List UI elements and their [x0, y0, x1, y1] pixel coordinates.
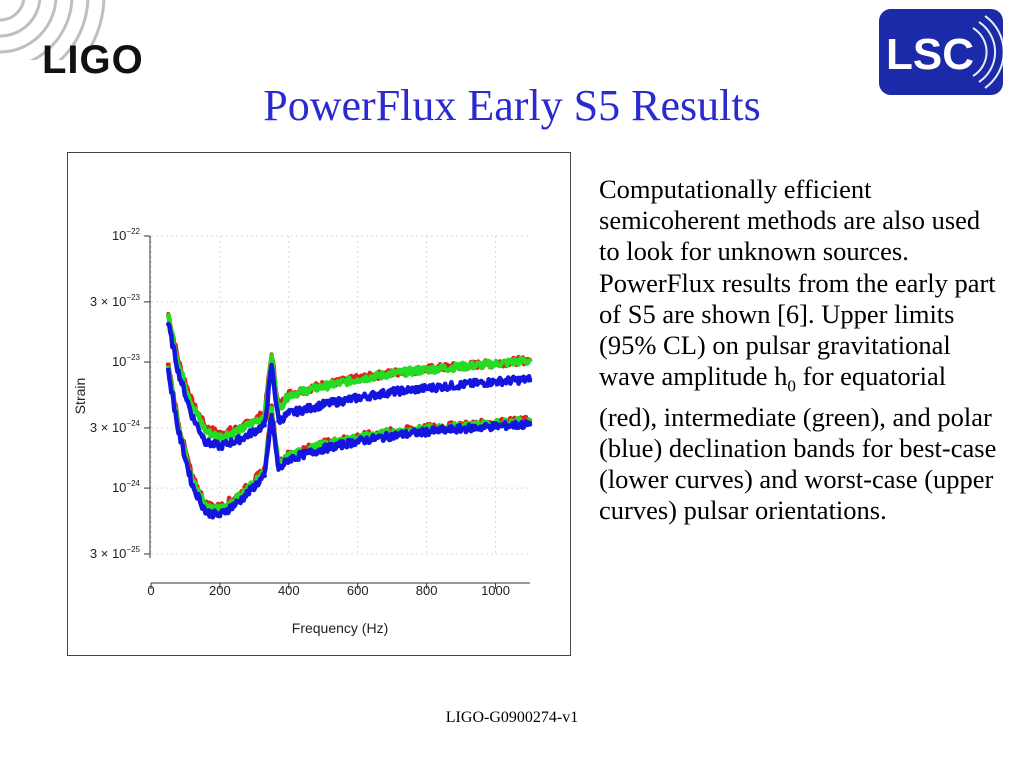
- data-point: [269, 408, 274, 414]
- data-point: [355, 395, 360, 401]
- data-point: [321, 446, 326, 451]
- data-point: [527, 358, 533, 363]
- data-point: [166, 368, 171, 374]
- series-worst-case-equatorial: [166, 311, 533, 439]
- data-point: [286, 392, 292, 397]
- y-tick-label: 3 × 10−23: [90, 293, 141, 309]
- data-point: [166, 321, 171, 327]
- data-point: [458, 426, 464, 432]
- ligo-logo-arcs: [0, 0, 106, 60]
- data-point: [321, 384, 326, 389]
- series-line: [166, 322, 533, 452]
- data-point: [176, 429, 181, 434]
- body-text-rest: for equatorial (red), intermediate (gree…: [599, 361, 997, 526]
- series-line: [166, 313, 532, 439]
- series-worst-case-polar: [166, 321, 533, 452]
- x-axis-label: Frequency (Hz): [292, 620, 388, 636]
- data-point: [458, 364, 464, 369]
- data-point: [217, 434, 223, 440]
- data-point: [269, 362, 274, 368]
- data-point: [190, 483, 195, 488]
- data-point: [262, 423, 267, 428]
- series-best-case-polar: [165, 367, 533, 520]
- body-paragraph: Computationally efficient semicoherent m…: [599, 174, 999, 527]
- y-tick-label: 10−22: [112, 227, 141, 243]
- h0-subscript: 0: [787, 376, 796, 396]
- data-point: [389, 389, 395, 395]
- y-tick-label: 3 × 10−24: [90, 419, 141, 435]
- data-point: [458, 382, 464, 387]
- data-point: [527, 377, 533, 382]
- slide-title: PowerFlux Early S5 Results: [263, 81, 761, 130]
- data-point: [276, 467, 281, 472]
- data-point: [238, 436, 243, 442]
- data-point: [493, 423, 498, 429]
- x-tick-label: 200: [209, 583, 231, 598]
- ligo-logo: LIGO: [42, 38, 144, 82]
- data-point: [493, 361, 498, 366]
- data-point: [355, 377, 360, 382]
- data-point: [203, 510, 209, 515]
- data-point: [269, 354, 274, 360]
- footer-doc-id: LIGO-G0900274-v1: [445, 709, 579, 726]
- x-tick-label: 1000: [481, 583, 510, 598]
- y-axis-label: Strain: [72, 378, 88, 415]
- data-point: [389, 371, 395, 376]
- data-point: [176, 370, 181, 376]
- data-point: [389, 433, 395, 438]
- data-point: [424, 429, 429, 434]
- y-tick-label: 3 × 10−25: [90, 545, 141, 561]
- x-tick-label: 600: [347, 583, 369, 598]
- data-point: [217, 443, 223, 449]
- figure-frame: 0 200 400 600 800 1000 10−22 3 × 10−23 10−23 3 × …: [67, 152, 571, 656]
- data-point: [286, 411, 292, 416]
- y-tick-label: 10−23: [112, 353, 141, 369]
- data-point: [424, 386, 429, 391]
- data-point: [190, 414, 195, 419]
- x-tick-label: 800: [416, 583, 438, 598]
- strain-chart: 0 200 400 600 800 1000 10−22 3 × 10−23 10−23 3 × …: [72, 227, 533, 636]
- data-point: [262, 473, 267, 479]
- series-line: [165, 367, 533, 520]
- data-point: [203, 429, 209, 434]
- lsc-logo: LSC: [879, 9, 1005, 95]
- data-point: [276, 418, 281, 424]
- data-point: [321, 402, 326, 407]
- x-tick-label: 400: [278, 583, 300, 598]
- data-point: [493, 379, 498, 384]
- data-point: [355, 439, 360, 444]
- data-point: [238, 427, 243, 433]
- data-point: [286, 456, 292, 462]
- body-text-main: Computationally efficient semicoherent m…: [599, 174, 996, 392]
- y-tick-label: 10−24: [112, 479, 141, 495]
- lsc-logo-text: LSC: [886, 30, 974, 79]
- data-point: [166, 314, 171, 319]
- data-point: [217, 512, 223, 518]
- series-line: [165, 312, 532, 442]
- data-point: [424, 367, 429, 372]
- x-tick-label: 0: [147, 583, 154, 598]
- data-point: [269, 412, 274, 418]
- data-point: [203, 440, 209, 445]
- data-point: [527, 422, 533, 427]
- data-point: [238, 498, 243, 503]
